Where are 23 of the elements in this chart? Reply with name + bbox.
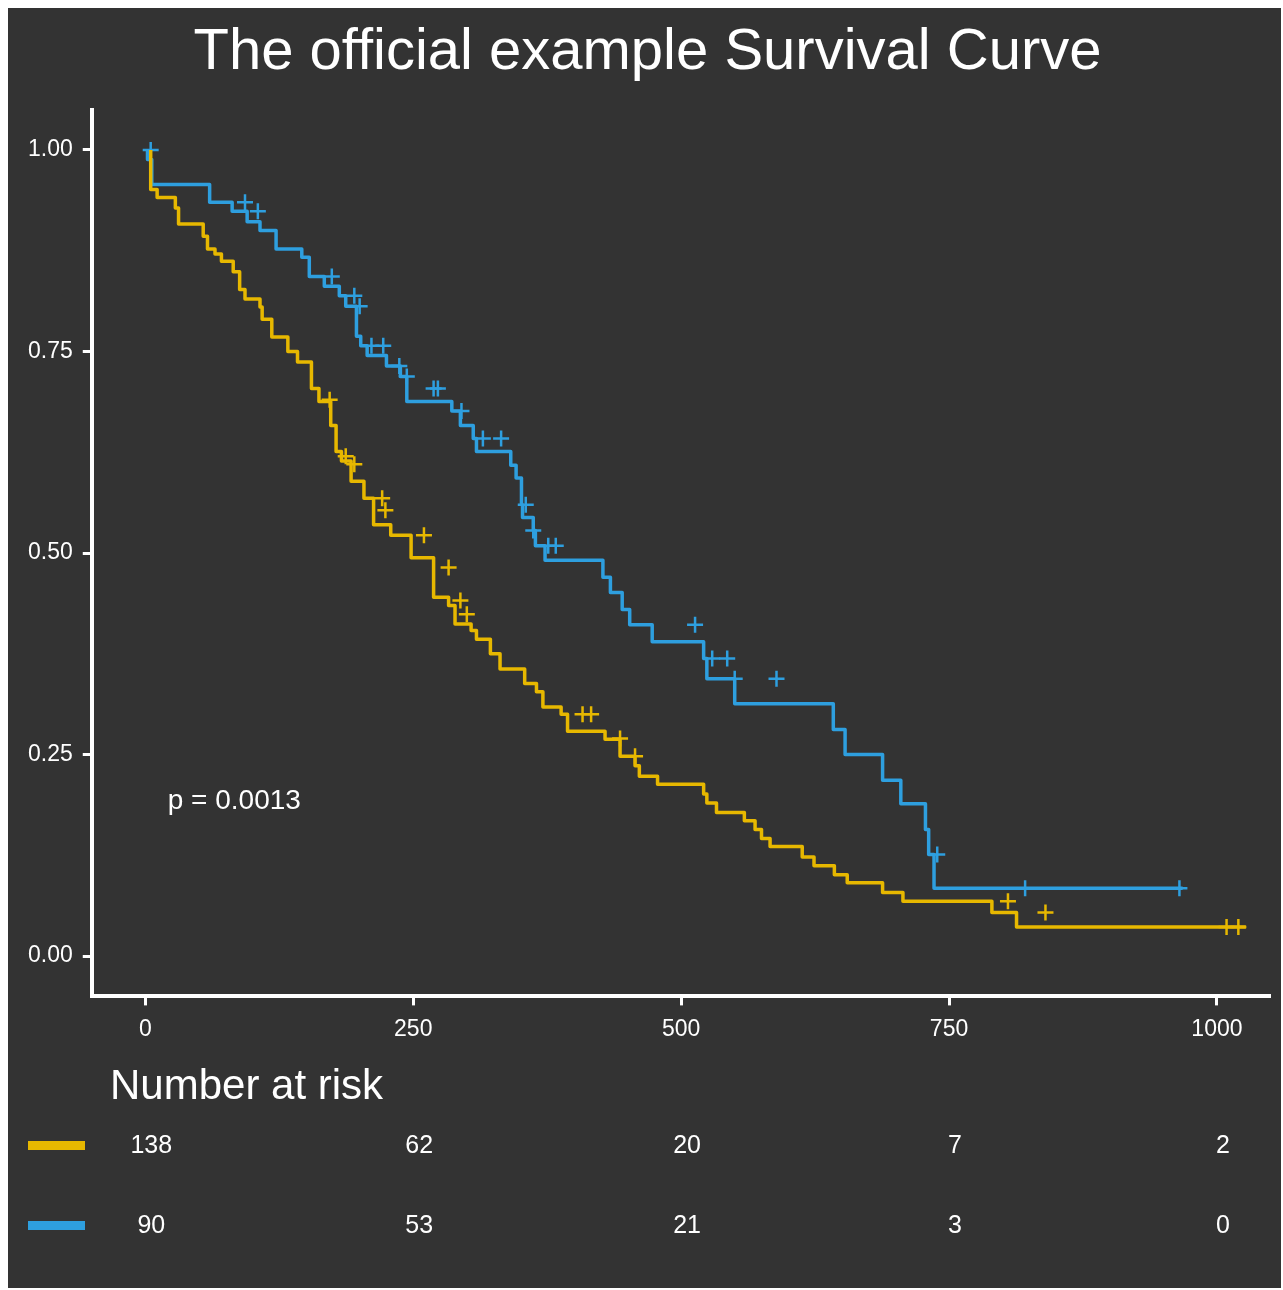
text: 62 [405,1130,434,1159]
text: Number at risk [110,1061,384,1109]
x-tick-label: 1000 [1191,1014,1243,1041]
x-tick-label: 500 [661,1014,701,1041]
text: 53 [405,1210,434,1239]
annotation: p = 0.0013 [167,784,301,816]
x-tick-label: 0 [138,1014,152,1041]
y-tick-label: 0.75 [28,336,73,363]
text: 20 [673,1130,702,1159]
x-tick-label: 250 [394,1014,433,1041]
y-tick-label: 0.50 [28,538,73,565]
x-tick-label: 750 [929,1014,969,1041]
y-tick-label: 0.25 [28,739,73,766]
y-tick-label: 0.00 [28,941,73,968]
text: 3 [948,1210,962,1239]
text: 21 [673,1210,702,1239]
text: 0 [1215,1210,1230,1239]
text: 2 [1215,1130,1230,1159]
chart-title: The official example Survival Curve [193,15,1102,81]
text: 90 [137,1210,166,1239]
text: 138 [130,1130,173,1159]
y-tick-label: 1.00 [28,135,73,162]
text: 7 [948,1130,962,1159]
